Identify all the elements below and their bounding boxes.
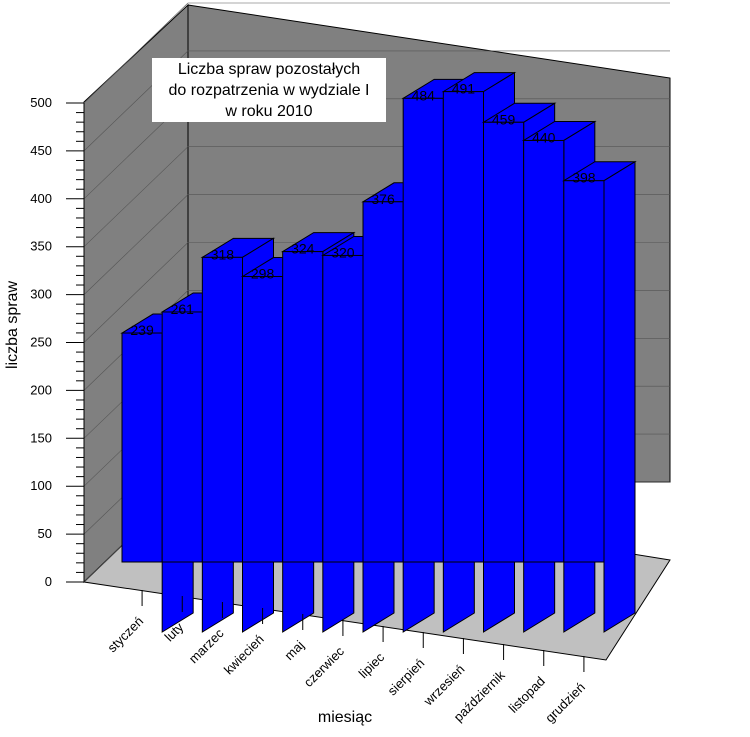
x-tick-label: sierpień [385,656,428,699]
y-tick-label: 0 [45,574,52,589]
grid-line-side [83,194,189,295]
data-label: 398 [572,170,596,186]
data-label: 261 [171,301,195,317]
data-label: 324 [291,241,315,257]
bars: 239 261 318 298 324 320 376 484 491 459 440 398 [120,71,637,633]
data-label: 318 [211,246,235,262]
bar-front [483,121,525,563]
bar-front [442,91,485,563]
data-label: 320 [331,244,355,260]
x-tick-label: styczeń [104,614,146,656]
data-label: 459 [492,111,516,127]
bar-front [282,251,324,563]
x-tick-label: lipiec [356,649,388,681]
grid-line-side [83,2,189,104]
x-tick-label: wrzesień [420,662,468,710]
y-tick-label: 450 [30,143,52,158]
y-tick-label: 200 [30,382,52,397]
bar-front [402,97,444,563]
bar-front [242,276,284,563]
bar-front [161,311,203,563]
bar-front [322,254,364,563]
grid-line-side [83,146,189,247]
y-axis-title: liczba spraw [4,281,21,369]
x-tick-label: kwiecień [221,632,267,678]
y-tick-label: 250 [30,335,52,350]
data-label: 376 [371,191,395,207]
x-tick-label: maj [281,637,306,662]
chart-title: Liczba spraw pozostałych do rozpatrzenia… [152,58,386,122]
y-tick-label: 50 [38,526,52,541]
data-label: 491 [452,81,476,97]
bar-front [523,139,565,563]
y-tick-label: 300 [30,287,52,302]
x-tick-label: marzec [186,625,227,666]
data-label: 440 [532,129,556,145]
data-label: 484 [412,87,436,103]
data-label: 239 [130,322,154,338]
bar-front [201,256,243,563]
grid-line-side [83,242,189,343]
bar [562,160,637,633]
y-tick-label: 150 [30,430,52,445]
chart-title-line-3: w roku 2010 [225,103,313,120]
chart-title-line-2: do rozpatrzenia w wydziale I [168,82,370,99]
chart-title-line-1: Liczba spraw pozostałych [177,61,361,78]
y-tick-label: 100 [30,478,52,493]
bar-front [563,180,605,563]
y-axis: 0 50 100 150 200 250 300 350 400 450 500 [30,95,85,589]
data-label: 298 [251,266,275,282]
x-tick-label: czerwiec [301,643,348,690]
x-axis-title: miesiąc [318,709,372,726]
bar-front [362,201,404,563]
y-tick-label: 400 [30,191,52,206]
bar-front [121,332,163,563]
bar-side [603,160,636,633]
x-tick-label: grudzień [542,680,588,726]
y-tick-label: 350 [30,239,52,254]
x-tick-label: listopad [506,674,548,716]
y-tick-label: 500 [30,95,52,110]
